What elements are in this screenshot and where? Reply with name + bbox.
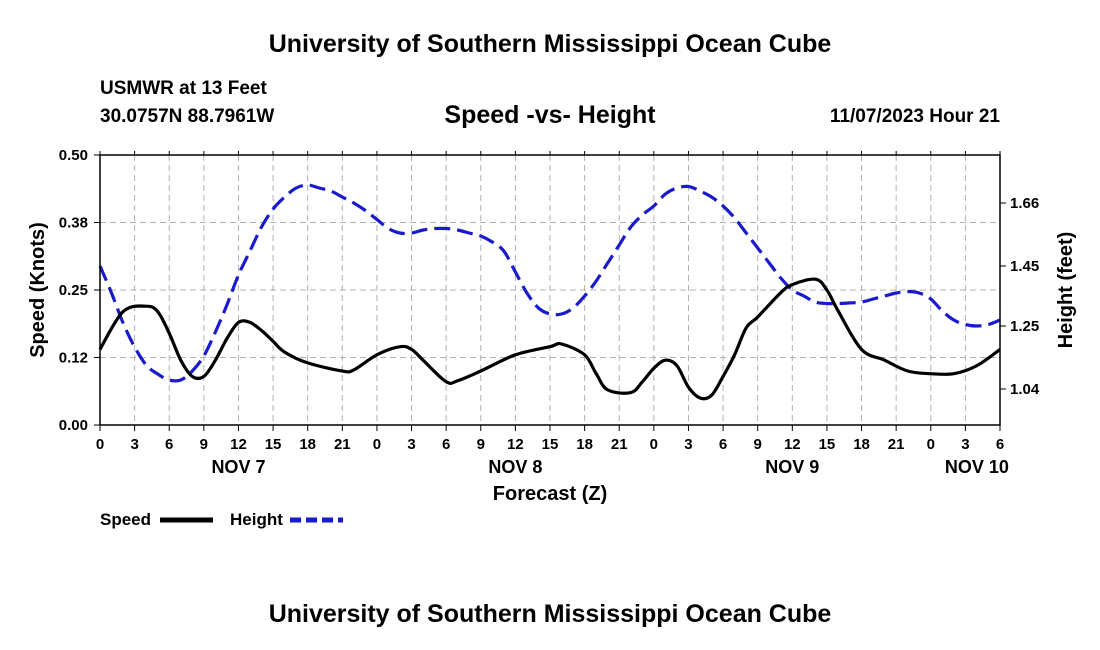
x-tick-label: 6 [442, 436, 450, 453]
series-layer [98, 183, 1001, 401]
x-tick-label: 21 [611, 436, 628, 453]
y-left-tick-label: 0.50 [59, 147, 88, 164]
x-tick-label: 18 [853, 436, 870, 453]
x-tick-label: 12 [230, 436, 247, 453]
x-tick-label: 3 [684, 436, 692, 453]
x-tick-label: 0 [927, 436, 935, 453]
y-right-tick-label: 1.45 [1010, 258, 1039, 275]
x-tick-label: 3 [961, 436, 969, 453]
y-left-tick-label: 0.00 [59, 417, 88, 434]
x-tick-label: 9 [754, 436, 762, 453]
x-tick-label: 0 [373, 436, 381, 453]
tick-layer: 0 3 6 9 12 15 18 21 0 3 6 9 12 15 18 21 0 3 6 9 12 15 18 21 0 3 6 N… [59, 147, 1040, 477]
x-tick-label: 15 [819, 436, 836, 453]
y-right-tick-label: 1.25 [1010, 318, 1039, 335]
x-tick-label: 18 [299, 436, 316, 453]
day-label: NOV 9 [765, 457, 819, 477]
x-tick-label: 0 [96, 436, 104, 453]
series-line-speed [98, 277, 1001, 401]
station-coordinates: 30.0757N 88.7961W [100, 106, 275, 127]
x-tick-label: 0 [650, 436, 658, 453]
x-tick-label: 18 [576, 436, 593, 453]
x-tick-label: 3 [407, 436, 415, 453]
y-left-tick-label: 0.25 [59, 282, 88, 299]
grid-layer [100, 155, 1000, 425]
y-axis-left-label: Speed (Knots) [27, 222, 49, 358]
legend-speed-label: Speed [100, 510, 151, 529]
day-label: NOV 8 [488, 457, 542, 477]
x-tick-label: 6 [996, 436, 1004, 453]
day-label: NOV 10 [945, 457, 1009, 477]
legend: Speed Height [100, 510, 343, 529]
y-left-tick-label: 0.12 [59, 350, 88, 367]
forecast-datetime: 11/07/2023 Hour 21 [829, 106, 1000, 127]
chart-subtitle: Speed -vs- Height [444, 101, 656, 129]
legend-height-label: Height [230, 510, 283, 529]
x-tick-label: 21 [888, 436, 905, 453]
x-tick-label: 21 [334, 436, 351, 453]
series-line-height [98, 183, 1001, 383]
y-axis-right-label: Height (feet) [1055, 232, 1077, 349]
x-axis-label: Forecast (Z) [493, 483, 607, 505]
chart-title-bottom: University of Southern Mississippi Ocean… [268, 600, 832, 628]
x-tick-label: 3 [130, 436, 138, 453]
y-right-tick-label: 1.66 [1010, 195, 1039, 212]
day-label: NOV 7 [211, 457, 265, 477]
x-tick-label: 6 [165, 436, 173, 453]
y-right-tick-label: 1.04 [1010, 381, 1040, 398]
x-tick-label: 9 [477, 436, 485, 453]
station-label: USMWR at 13 Feet [100, 78, 267, 99]
y-left-tick-label: 0.38 [59, 215, 88, 232]
x-tick-label: 12 [507, 436, 524, 453]
x-tick-label: 15 [542, 436, 559, 453]
x-tick-label: 6 [719, 436, 727, 453]
x-tick-label: 15 [265, 436, 282, 453]
x-tick-label: 9 [200, 436, 208, 453]
chart-title-top: University of Southern Mississippi Ocean… [268, 30, 832, 58]
x-tick-label: 12 [784, 436, 801, 453]
